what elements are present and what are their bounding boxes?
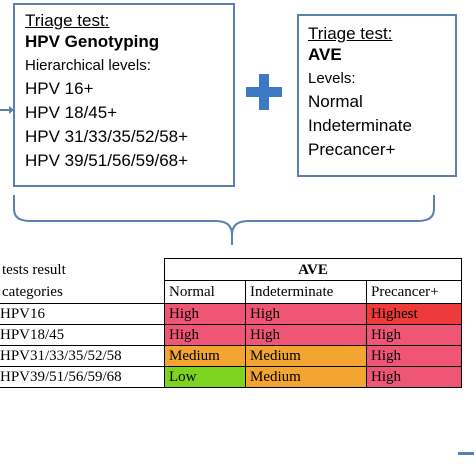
box2-level: Normal: [308, 92, 363, 111]
risk-cell: High: [245, 302, 367, 325]
table-row: HPV39/51/56/59/68 Low Medium High: [0, 365, 462, 388]
box2-subtitle: Levels:: [308, 70, 356, 87]
box1-level: HPV 39/51/56/59/68+: [25, 151, 189, 170]
risk-cell: Medium: [245, 365, 367, 388]
table-header-left: tests result categories: [0, 258, 165, 304]
box2-name: AVE: [308, 45, 342, 64]
risk-cell: High: [366, 344, 462, 367]
box1-level: HPV 18/45+: [25, 103, 118, 122]
box2-level: Precancer+: [308, 140, 396, 159]
box2-title: Triage test:: [308, 24, 393, 43]
row-category: HPV16: [0, 302, 165, 325]
row-category: HPV39/51/56/59/68: [0, 365, 165, 388]
edge-accent: [458, 452, 474, 455]
table-row: HPV31/33/35/52/58 Medium Medium High: [0, 344, 462, 367]
plus-icon: [246, 74, 282, 110]
risk-cell: Medium: [245, 344, 367, 367]
curly-brace-icon: [13, 195, 435, 245]
risk-cell: High: [164, 302, 246, 325]
hpv-genotyping-box: Triage test: HPV Genotyping Hierarchical…: [13, 3, 235, 187]
table-row: HPV16 High High Highest: [0, 302, 462, 325]
row-category: HPV31/33/35/52/58: [0, 344, 165, 367]
risk-cell: Medium: [164, 344, 246, 367]
box2-level: Indeterminate: [308, 116, 412, 135]
ave-box: Triage test: AVE Levels: Normal Indeterm…: [297, 14, 457, 177]
risk-cell: Low: [164, 365, 246, 388]
header-left-line1: tests result: [2, 261, 66, 278]
risk-cell: High: [164, 323, 246, 346]
box1-level: HPV 31/33/35/52/58+: [25, 127, 189, 146]
box1-level: HPV 16+: [25, 79, 94, 98]
risk-cell: High: [245, 323, 367, 346]
ave-header: AVE: [164, 257, 462, 282]
column-header-indeterminate: Indeterminate: [245, 280, 367, 304]
risk-cell: High: [366, 323, 462, 346]
box1-subtitle: Hierarchical levels:: [25, 57, 151, 74]
header-left-line2: categories: [2, 283, 63, 300]
column-header-precancer: Precancer+: [366, 280, 462, 304]
risk-cell: High: [366, 365, 462, 388]
box1-name: HPV Genotyping: [25, 32, 160, 51]
table-row: HPV18/45 High High High: [0, 323, 462, 346]
column-header-normal: Normal: [164, 280, 246, 304]
risk-table: tests result categories AVE Normal Indet…: [0, 257, 462, 388]
row-category: HPV18/45: [0, 323, 165, 346]
box1-title: Triage test:: [25, 11, 110, 30]
connector-arrow: [0, 106, 14, 114]
risk-cell: Highest: [366, 302, 462, 325]
